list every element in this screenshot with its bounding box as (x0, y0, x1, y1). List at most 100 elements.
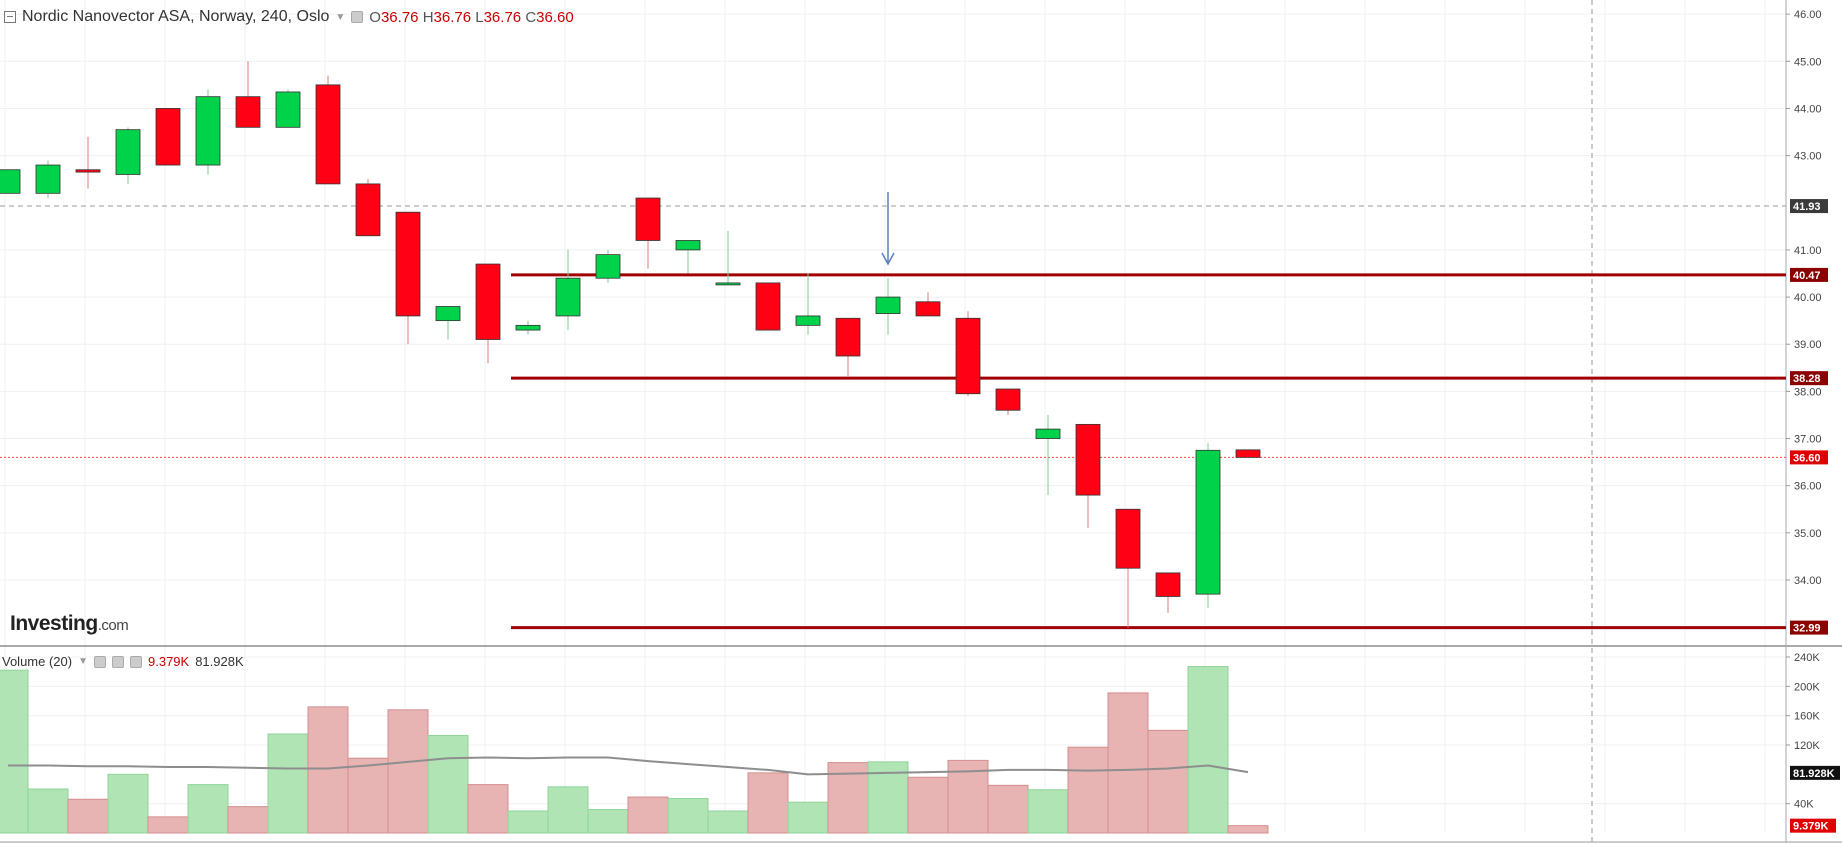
candle-body (1075, 423, 1101, 496)
support-resistance-lines[interactable] (511, 273, 1786, 630)
eye-icon[interactable] (94, 655, 106, 668)
candle-body (1195, 449, 1221, 595)
volume-bar (587, 809, 629, 834)
reference-price-badge-bg (1790, 199, 1828, 214)
chart-header: Nordic Nanovector ASA, Norway, 240, Oslo… (4, 8, 574, 26)
price-tick-label: 35.00 (1794, 528, 1822, 540)
price-tick-label: 43.00 (1794, 151, 1822, 163)
level-badge: 40.47 (1793, 270, 1821, 282)
current-price-badge: 36.60 (1793, 452, 1821, 464)
volume-bar (707, 810, 749, 834)
volume-bar (147, 816, 189, 834)
volume-bar (387, 709, 429, 834)
volume-bar (0, 669, 29, 834)
chevron-down-icon[interactable]: ▼ (78, 656, 88, 667)
volume-bar (1027, 789, 1069, 834)
volume-bar (227, 806, 269, 834)
price-tick-label: 45.00 (1794, 56, 1822, 68)
candle-body (755, 282, 781, 331)
close-icon[interactable] (130, 655, 142, 668)
volume-bar (987, 784, 1029, 834)
candle-body (195, 96, 221, 166)
candle-body (35, 164, 61, 194)
candle-body (275, 91, 301, 128)
price-tick-label: 39.00 (1794, 339, 1822, 351)
open-value: 36.76 (380, 8, 419, 26)
candle-body (75, 169, 101, 173)
settings-icon[interactable] (112, 655, 124, 668)
volume-tick-label: 160K (1794, 711, 1820, 723)
low-value: 36.76 (483, 8, 522, 26)
candle-body (235, 96, 261, 128)
level-badge-bg (1790, 371, 1828, 386)
price-tick-label: 44.00 (1794, 103, 1822, 115)
volume-tick-label: 120K (1794, 740, 1820, 752)
candle-body (155, 108, 181, 166)
volume-bar (1147, 729, 1189, 834)
volume-tick-label: 40K (1794, 799, 1814, 811)
volume-ma-badge: 81.928K (1793, 768, 1835, 780)
candle-body (675, 240, 701, 251)
volume-badge-bg (1790, 818, 1836, 833)
candle-body (955, 317, 981, 395)
arrow-head (881, 252, 895, 266)
volume-bar (667, 798, 709, 834)
candle-body (1155, 572, 1181, 597)
candle-body (355, 183, 381, 237)
candle-body (395, 211, 421, 317)
candle-body (915, 301, 941, 317)
volume-bar (427, 734, 469, 834)
current-price-badge-bg (1790, 450, 1828, 465)
volume-bar (107, 773, 149, 834)
annotation-arrow[interactable] (881, 192, 895, 266)
volume-title: Volume (20) (2, 654, 73, 669)
volume-bar (1227, 825, 1269, 834)
volume-bar (1107, 692, 1149, 834)
candle-body (715, 282, 741, 286)
ohlc-values: O36.76 H36.76 L36.76 C36.60 (369, 8, 574, 26)
volume-ma-value: 81.928K (195, 654, 244, 669)
candle-body (0, 169, 21, 194)
volume-bar (187, 784, 229, 834)
level-badge-bg (1790, 267, 1828, 282)
volume-value: 9.379K (148, 654, 190, 669)
price-tick-label: 41.00 (1794, 245, 1822, 257)
volume-badge: 9.379K (1793, 821, 1829, 833)
volume-tick-label: 200K (1794, 681, 1820, 693)
candle-body (555, 277, 581, 317)
candle-body (1115, 508, 1141, 569)
candle-body (1035, 428, 1061, 439)
price-axis: 46.00 45.00 44.00 43.00 41.00 40.00 39.00 38.00… (1786, 9, 1822, 587)
chevron-down-icon[interactable]: ▼ (335, 11, 346, 23)
volume-ma-badge-bg (1790, 765, 1840, 780)
settings-icon[interactable] (351, 11, 364, 23)
price-tick-label: 37.00 (1794, 434, 1822, 446)
price-tick-label: 38.00 (1794, 386, 1822, 398)
price-tick-label: 36.00 (1794, 481, 1822, 493)
volume-bar (507, 810, 549, 834)
candle-body (515, 324, 541, 331)
volume-bar (467, 784, 509, 834)
volume-tick-label: 240K (1794, 652, 1820, 664)
volume-bars (0, 666, 1269, 834)
close-value: 36.60 (536, 8, 574, 26)
candle-body (595, 254, 621, 279)
level-badge: 38.28 (1793, 373, 1821, 385)
candle-body (115, 129, 141, 175)
candle-body (795, 315, 821, 326)
candle-body (635, 197, 661, 241)
high-value: 36.76 (433, 8, 472, 26)
reference-price-badge: 41.93 (1793, 201, 1821, 213)
candle-body (435, 306, 461, 322)
volume-header: Volume (20) ▼ 9.379K 81.928K (2, 654, 244, 669)
volume-axis: 240K 200K 160K 120K 40K (1786, 652, 1820, 811)
candle-body (315, 84, 341, 185)
volume-moving-average-line (8, 756, 1249, 776)
collapse-icon[interactable] (4, 11, 16, 23)
volume-bar (547, 786, 589, 834)
price-tick-label: 34.00 (1794, 575, 1822, 587)
volume-bar (1067, 746, 1109, 834)
level-badge-bg (1790, 620, 1828, 635)
volume-bar (907, 776, 949, 834)
